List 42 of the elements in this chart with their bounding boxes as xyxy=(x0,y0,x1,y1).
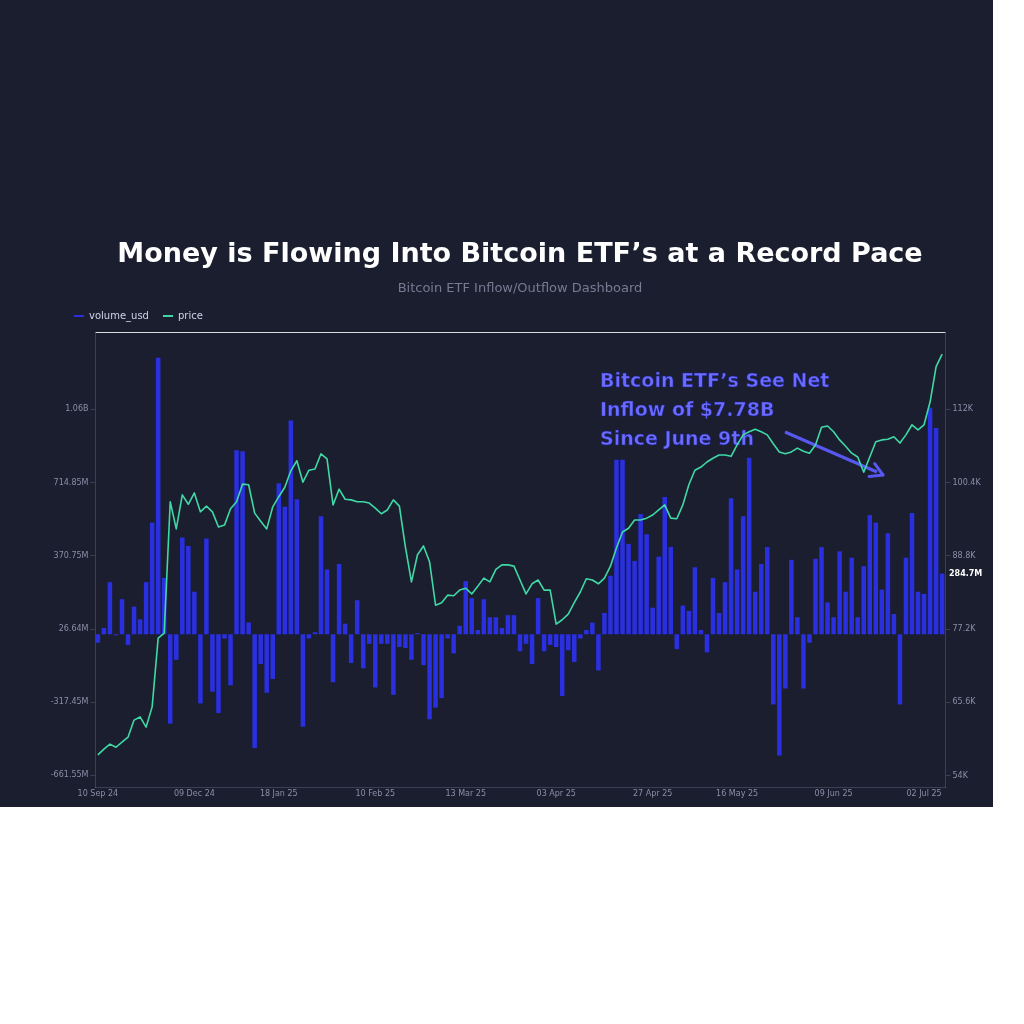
bar xyxy=(204,538,209,635)
chart-subtitle: Bitcoin ETF Inflow/Outflow Dashboard xyxy=(397,280,643,295)
bar xyxy=(596,634,601,671)
x-tick-label: 10 Sep 24 xyxy=(77,788,119,798)
x-tick-label: 09 Dec 24 xyxy=(173,788,215,798)
bar xyxy=(174,634,179,660)
y-tick-label: 370.75M xyxy=(53,550,89,560)
y2-tick-label: 65.6K xyxy=(952,697,977,707)
bar xyxy=(125,634,131,645)
y-tick-label: 1.06B xyxy=(65,404,89,414)
bar xyxy=(547,634,553,645)
legend-label: volume_usd xyxy=(89,310,149,322)
bar xyxy=(198,634,203,704)
bar xyxy=(306,634,312,639)
bar xyxy=(553,634,559,648)
x-tick-label: 03 Apr 25 xyxy=(536,788,576,798)
y-tick-label: 26.64M xyxy=(58,624,89,634)
x-tick-label: 27 Apr 25 xyxy=(633,788,673,798)
bar xyxy=(523,634,529,644)
bar xyxy=(764,547,770,635)
y2-tick-label: 100.4K xyxy=(952,477,982,487)
bar xyxy=(95,634,101,643)
x-tick-label: 09 Jun 25 xyxy=(814,788,853,798)
x-tick-label: 16 May 25 xyxy=(716,788,759,798)
line-series xyxy=(97,353,943,756)
y2-tick-label: 54K xyxy=(952,770,969,780)
bar xyxy=(674,634,680,650)
y2-tick-label: 77.2K xyxy=(952,624,977,634)
x-tick-label: 10 Feb 25 xyxy=(355,788,396,798)
x-tick-label: 02 Jul 25 xyxy=(906,788,942,798)
x-tick-label: 18 Jan 25 xyxy=(259,788,298,798)
bar xyxy=(366,634,372,644)
bar xyxy=(137,619,143,635)
text: 284.7M xyxy=(949,568,983,578)
y2-tick-label: 88.8K xyxy=(952,550,977,560)
y2-tick-label: 112K xyxy=(952,404,974,414)
chart-title: Money is Flowing Into Bitcoin ETF’s at a Record Pace xyxy=(117,237,923,268)
x-tick-label: 13 Mar 25 xyxy=(445,788,486,798)
y-tick-label: -661.55M xyxy=(50,770,89,780)
legend-label: price xyxy=(178,310,203,321)
y-tick-label: -317.45M xyxy=(50,697,89,707)
y-tick-label: 714.85M xyxy=(53,477,89,487)
